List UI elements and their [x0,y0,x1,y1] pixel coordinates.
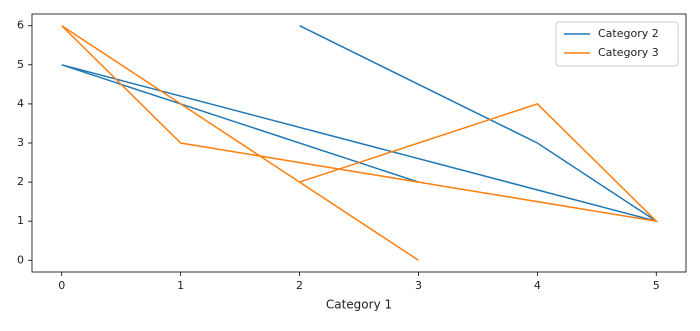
y-tick-label: 4 [17,97,24,110]
series-line [61,25,659,261]
y-tick-label: 2 [17,175,24,188]
x-tick-label: 0 [58,279,65,292]
y-tick-label: 1 [17,214,24,227]
x-tick-label: 2 [296,279,303,292]
x-tick-label: 5 [653,279,660,292]
x-tick-label: 3 [415,279,422,292]
legend-label: Category 3 [598,46,659,59]
y-tick-label: 3 [17,136,24,149]
legend-label: Category 2 [598,27,659,40]
series-line [61,25,657,222]
legend-box [555,21,679,67]
x-tick-label: 4 [534,279,541,292]
x-tick-label: 1 [177,279,184,292]
y-tick-label: 5 [17,58,24,71]
y-tick-label: 0 [17,253,24,266]
x-axis-label: Category 1 [326,298,392,312]
y-tick-label: 6 [17,19,24,32]
